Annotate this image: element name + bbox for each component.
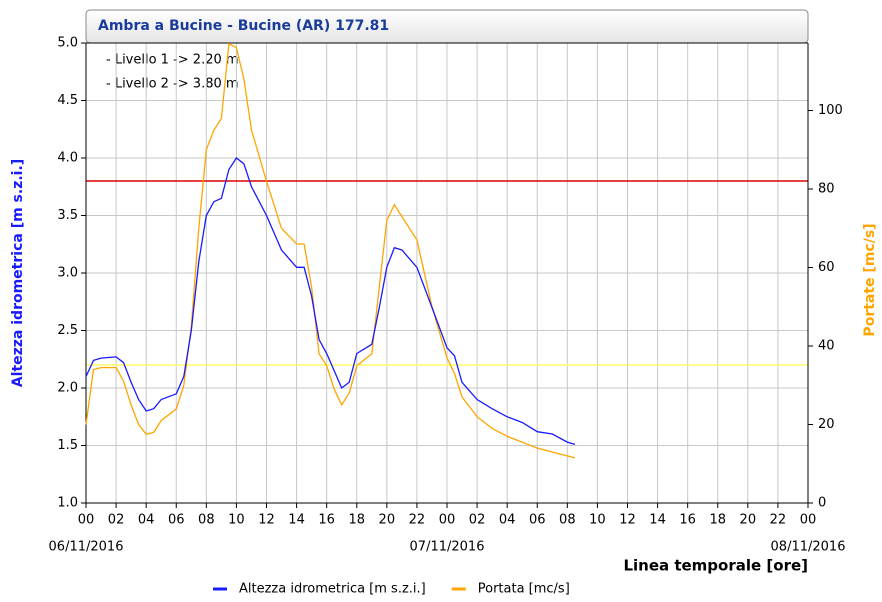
- y2-tick-label: 100: [818, 103, 843, 118]
- y-axis-label: Altezza idrometrica [m s.z.i.]: [10, 159, 26, 387]
- y2-tick-label: 0: [818, 496, 826, 511]
- x-tick-label: 08: [559, 513, 576, 528]
- y-tick-label: 1.5: [57, 438, 78, 453]
- annotation: - Livello 2 -> 3.80 m: [106, 77, 239, 92]
- x-tick-label: 14: [288, 513, 305, 528]
- y2-tick-label: 80: [818, 182, 835, 197]
- x-tick-label: 04: [499, 513, 516, 528]
- series-line: [85, 42, 576, 459]
- y-tick-label: 1.0: [57, 496, 78, 511]
- y-tick-label: 3.0: [57, 266, 78, 281]
- annotation: - Livello 1 -> 2.20 m: [106, 53, 239, 68]
- x-tick-label: 02: [469, 513, 486, 528]
- x-tick-label: 00: [439, 513, 456, 528]
- x-tick-label: 12: [258, 513, 275, 528]
- x-tick-label: 08: [198, 513, 215, 528]
- x-tick-label: 22: [409, 513, 426, 528]
- x-tick-label: 02: [108, 513, 125, 528]
- y-tick-label: 5.0: [57, 36, 78, 51]
- y2-tick-label: 60: [818, 260, 835, 275]
- x-axis-label: Linea temporale [ore]: [623, 557, 808, 575]
- x-tick-label: 20: [740, 513, 757, 528]
- date-label: 07/11/2016: [410, 540, 485, 555]
- date-label: 08/11/2016: [771, 540, 846, 555]
- y-tick-label: 2.5: [57, 323, 78, 338]
- y-tick-label: 4.0: [57, 151, 78, 166]
- y2-tick-label: 20: [818, 417, 835, 432]
- y2-tick-label: 40: [818, 339, 835, 354]
- x-tick-label: 00: [800, 513, 817, 528]
- x-tick-label: 20: [379, 513, 396, 528]
- x-tick-label: 04: [138, 513, 155, 528]
- y2-axis-label: Portate [mc/s]: [862, 223, 878, 336]
- x-tick-label: 18: [348, 513, 365, 528]
- x-tick-label: 10: [228, 513, 245, 528]
- y-tick-label: 3.5: [57, 208, 78, 223]
- y-tick-label: 4.5: [57, 93, 78, 108]
- x-tick-label: 16: [318, 513, 335, 528]
- x-tick-label: 22: [770, 513, 787, 528]
- y-tick-label: 2.0: [57, 381, 78, 396]
- series-line: [85, 157, 576, 446]
- chart-title: Ambra a Bucine - Bucine (AR) 177.81: [98, 18, 389, 34]
- x-tick-label: 14: [649, 513, 666, 528]
- x-tick-label: 00: [78, 513, 95, 528]
- x-tick-label: 12: [619, 513, 636, 528]
- x-tick-label: 06: [168, 513, 185, 528]
- x-tick-label: 18: [709, 513, 726, 528]
- axis-frame: [85, 43, 809, 504]
- legend-label: Altezza idrometrica [m s.z.i.]: [239, 582, 426, 597]
- x-tick-label: 16: [679, 513, 696, 528]
- date-label: 06/11/2016: [49, 540, 124, 555]
- x-tick-label: 10: [589, 513, 606, 528]
- legend-label: Portata [mc/s]: [478, 582, 570, 597]
- x-tick-label: 06: [529, 513, 546, 528]
